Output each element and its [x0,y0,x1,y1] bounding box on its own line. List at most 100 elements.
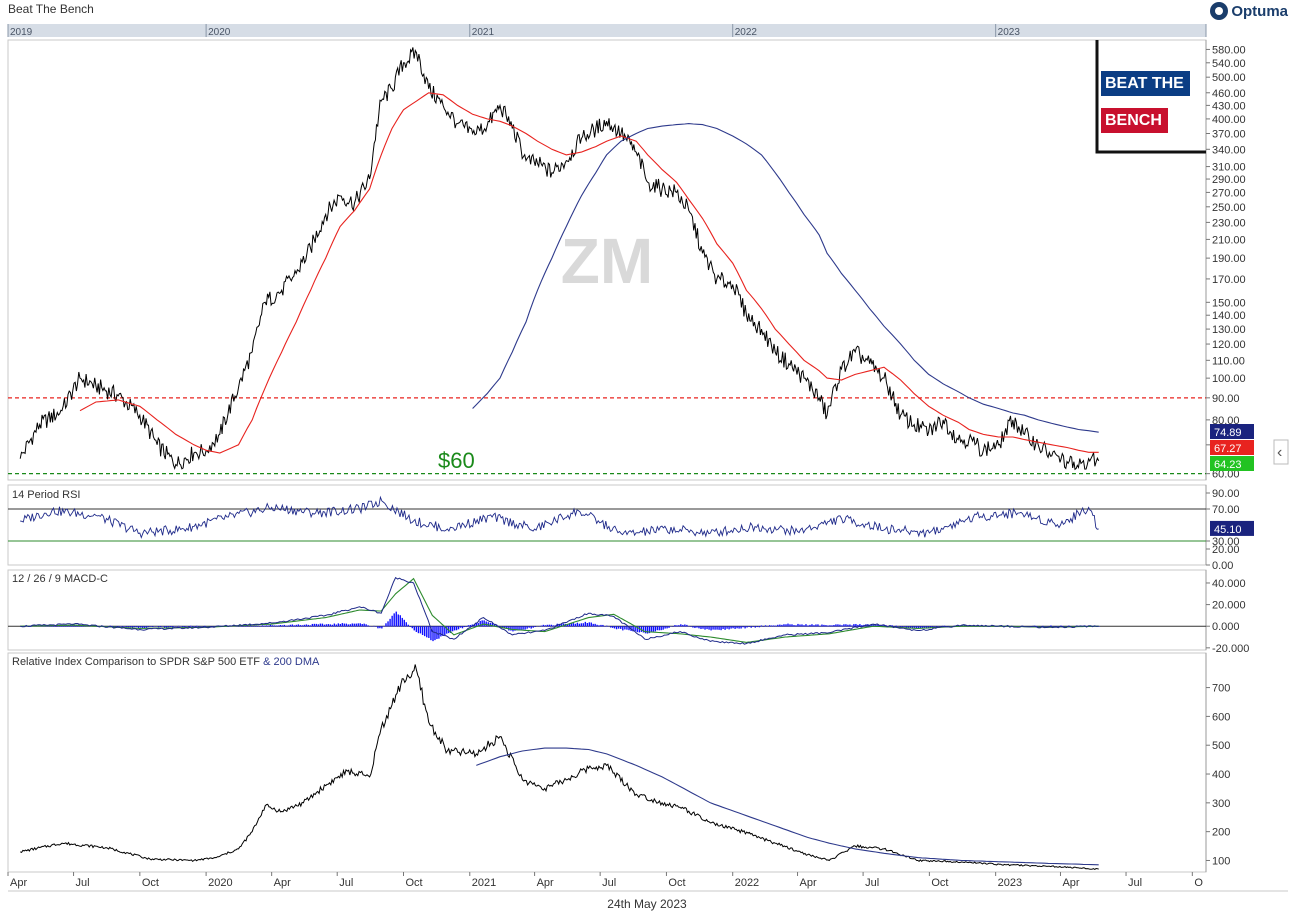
macd-histogram-bar [704,626,706,630]
macd-histogram-bar [347,624,349,627]
macd-histogram-bar [754,626,756,628]
price-series-line [19,47,1100,471]
macd-histogram-bar [700,626,702,630]
macd-histogram-bar [409,626,411,627]
price-last-value-tag: 67.27 [1214,443,1242,455]
macd-histogram-bar [438,626,440,639]
price-y-axis-tick-label: 60.00 [1212,469,1240,481]
macd-histogram-bar [611,626,614,628]
macd-histogram-bar [381,626,383,629]
macd-histogram-bar [245,625,248,627]
macd-histogram-bar [71,625,73,627]
macd-histogram-bar [829,625,831,627]
macd-histogram-bar [526,626,528,629]
macd-histogram-bar [411,626,413,629]
macd-histogram-bar [544,625,547,627]
macd-histogram-bar [293,625,296,627]
macd-histogram-bar [684,624,686,627]
macd-histogram-bar [702,626,704,629]
x-axis-label: 2021 [472,877,496,889]
macd-histogram-bar [853,624,855,627]
macd-histogram-bar [628,626,630,631]
macd-y-axis-tick-label: 0.000 [1212,621,1240,633]
macd-histogram-bar [935,626,938,628]
macd-histogram-bar [775,625,777,627]
macd-histogram-bar [622,626,624,631]
macd-histogram-bar [638,626,641,633]
macd-histogram-bar [594,623,596,627]
macd-histogram-bar [510,626,512,631]
macd-histogram-bar [271,625,274,627]
price-y-axis-tick-label: 500.00 [1212,72,1246,84]
macd-histogram-bar [720,626,722,631]
x-axis-label: Jul [865,877,879,889]
chevron-left-icon: ‹ [1277,444,1282,461]
macd-histogram-bar [471,624,474,627]
macd-histogram-bar [722,626,724,630]
macd-histogram-bar [361,624,363,627]
macd-histogram-bar [413,626,415,631]
x-axis-label: Apr [800,877,817,889]
rsi-panel-title: 14 Period RSI [12,489,80,501]
macd-histogram-bar [291,624,294,627]
macd-histogram-bar [442,626,444,636]
macd-histogram-bar [694,626,696,629]
x-axis-label: Jul [76,877,90,889]
price-y-axis-tick-label: 250.00 [1212,202,1246,214]
macd-histogram-bar [648,626,651,634]
macd-histogram-bar [65,625,68,627]
macd-histogram-bar [873,624,875,627]
relative-y-axis-tick-label: 300 [1212,798,1230,810]
macd-histogram-bar [534,626,536,628]
price-y-axis-tick-label: 110.00 [1212,355,1245,367]
macd-histogram-bar [327,624,330,627]
macd-histogram-bar [373,625,375,627]
macd-histogram-bar [125,626,128,628]
x-axis-label: Oct [668,877,685,889]
macd-histogram-bar [789,624,791,627]
macd-histogram-bar [403,619,405,627]
macd-histogram-bar [516,626,518,631]
price-y-axis-tick-label: 80.00 [1212,415,1240,427]
macd-histogram-bar [617,626,620,629]
macd-histogram-bar [817,624,819,627]
relative-panel-title: Relative Index Comparison to SPDR S&P 50… [12,656,320,668]
macd-histogram-bar [524,626,526,630]
timeline-year-label: 2022 [735,27,758,38]
macd-histogram-bar [548,624,551,627]
macd-histogram-bar [139,626,142,628]
macd-histogram-bar [718,626,720,630]
macd-histogram-bar [738,626,740,629]
macd-histogram-bar [446,626,448,634]
x-axis-label: 2023 [998,877,1022,889]
macd-histogram-bar [845,624,847,627]
macd-histogram-bar [893,626,895,627]
macd-histogram-bar [758,626,761,628]
macd-histogram-bar [423,626,426,637]
macd-histogram-bar [664,626,666,629]
macd-histogram-bar [582,623,585,627]
macd-histogram-bar [401,617,403,627]
price-y-axis-tick-label: 130.00 [1212,324,1246,336]
timeline-year-label: 2020 [208,27,231,38]
macd-histogram-bar [676,625,678,627]
macd-histogram-bar [253,625,256,627]
price-y-axis-tick-label: 540.00 [1212,58,1246,70]
macd-histogram-bar [602,624,604,627]
x-axis-label: Jul [602,877,616,889]
macd-histogram-bar [837,624,839,627]
relative-y-axis-tick-label: 500 [1212,740,1230,752]
macd-histogram-bar [440,626,442,637]
macd-y-axis-tick-label: 40.000 [1212,578,1246,590]
macd-histogram-bar [479,620,481,627]
macd-histogram-bar [877,623,879,627]
macd-histogram-bar [546,624,549,627]
macd-histogram-bar [355,623,357,627]
macd-histogram-bar [805,624,807,627]
macd-histogram-bar [606,625,608,627]
macd-histogram-bar [395,611,397,627]
macd-histogram-bar [578,623,581,627]
macd-histogram-bar [744,626,746,629]
macd-histogram-bar [289,624,292,627]
